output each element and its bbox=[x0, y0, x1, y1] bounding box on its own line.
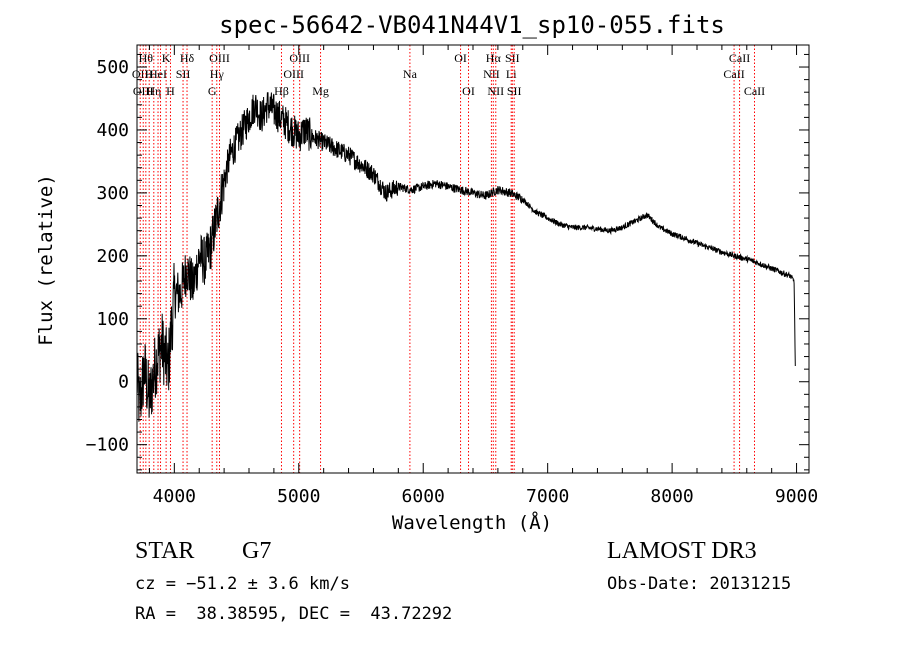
spectrum-group bbox=[136, 92, 796, 422]
spectrum-line bbox=[136, 92, 796, 422]
y-tick-label: 200 bbox=[96, 246, 129, 267]
spectral-line-label: Hθ bbox=[139, 51, 154, 65]
object-class: STAR bbox=[135, 538, 195, 564]
spectral-line-label: NII bbox=[487, 84, 504, 98]
spectral-line-label: OIII bbox=[209, 51, 230, 65]
spectral-line-label: SII bbox=[505, 51, 520, 65]
spectral-line-label: G bbox=[208, 84, 217, 98]
redshift-velocity: cz = −51.2 ± 3.6 km/s bbox=[135, 574, 350, 594]
spectral-line-label: Na bbox=[403, 67, 418, 81]
spectral-line-label: Mg bbox=[312, 84, 329, 98]
x-tick-label: 5000 bbox=[277, 486, 320, 507]
spectral-line-label: H bbox=[145, 67, 154, 81]
spectral-line-label: Hα bbox=[486, 51, 502, 65]
y-tick-label: −100 bbox=[86, 435, 129, 456]
spectral-line-label: CaII bbox=[723, 67, 744, 81]
spectral-line-label: OIII bbox=[133, 84, 154, 98]
emission-line-markers: OIIOIIIHθHHηHeIKHSIIHδGHγOIIIHβOIIIOIIIM… bbox=[132, 45, 765, 473]
spectral-line-label: CaII bbox=[729, 51, 750, 65]
spectral-line-label: Li bbox=[506, 67, 517, 81]
spectral-line-label: SII bbox=[507, 84, 522, 98]
y-tick-label: 500 bbox=[96, 57, 129, 78]
survey-name: LAMOST DR3 bbox=[607, 538, 757, 564]
y-tick-label: 100 bbox=[96, 309, 129, 330]
spectral-line-label: Hδ bbox=[180, 51, 195, 65]
spectral-line-label: OIII bbox=[289, 51, 310, 65]
coordinates: RA = 38.38595, DEC = 43.72292 bbox=[135, 604, 453, 624]
observation-date: Obs-Date: 20131215 bbox=[607, 574, 792, 594]
y-tick-label: 0 bbox=[118, 372, 129, 393]
x-tick-label: 6000 bbox=[402, 486, 445, 507]
spectral-line-label: K bbox=[162, 51, 171, 65]
x-tick-label: 4000 bbox=[153, 486, 196, 507]
y-tick-label: 400 bbox=[96, 120, 129, 141]
x-axis-label: Wavelength (Å) bbox=[392, 511, 552, 534]
spectral-line-label: OI bbox=[462, 84, 475, 98]
y-tick-label: 300 bbox=[96, 183, 129, 204]
spectral-line-label: NII bbox=[483, 67, 500, 81]
x-tick-label: 8000 bbox=[650, 486, 693, 507]
y-axis-label: Flux (relative) bbox=[35, 174, 57, 346]
x-tick-label: 7000 bbox=[526, 486, 569, 507]
x-tick-label: 9000 bbox=[775, 486, 818, 507]
spectral-line-label: H bbox=[166, 84, 175, 98]
spectral-line-label: Hγ bbox=[210, 67, 225, 81]
y-axis: −100 0 100 200 300 400 500 bbox=[86, 53, 809, 471]
plot-frame bbox=[136, 44, 810, 474]
chart-title: spec-56642-VB041N44V1_sp10-055.fits bbox=[219, 11, 725, 39]
object-subclass: G7 bbox=[242, 538, 272, 564]
spectral-line-label: Hη bbox=[146, 84, 161, 98]
spectral-line-label: OII bbox=[132, 67, 149, 81]
spectral-line-label: CaII bbox=[744, 84, 765, 98]
spectral-line-label: OIII bbox=[283, 67, 304, 81]
spectral-line-label: OI bbox=[454, 51, 467, 65]
spectral-line-label: HeI bbox=[149, 67, 167, 81]
spectral-line-label: Hβ bbox=[274, 84, 289, 98]
x-axis: 4000 5000 6000 7000 8000 9000 bbox=[148, 45, 818, 507]
spectral-line-label: SII bbox=[176, 67, 191, 81]
